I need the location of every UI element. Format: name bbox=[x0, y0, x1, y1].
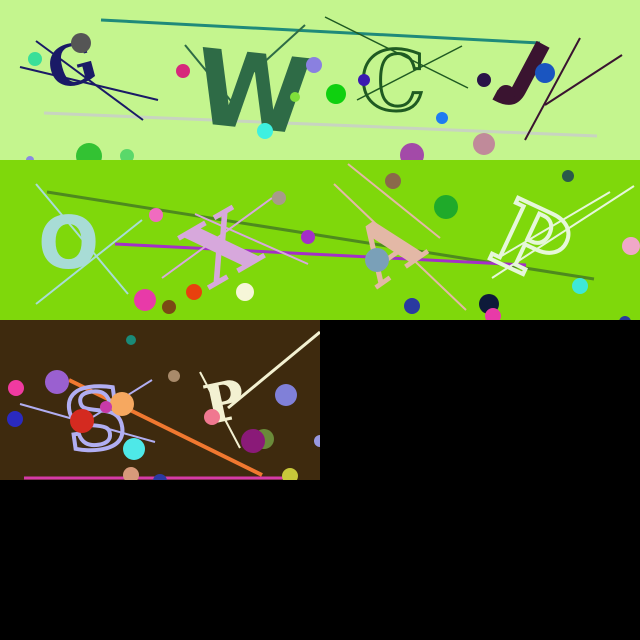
dot bbox=[162, 300, 176, 314]
dot bbox=[110, 392, 134, 416]
peach-line-a bbox=[333, 183, 467, 311]
dot bbox=[153, 474, 167, 480]
darkgreen-line-a bbox=[184, 44, 241, 113]
panel-middle-art: O X A P bbox=[0, 160, 640, 320]
dot bbox=[314, 435, 320, 447]
dot bbox=[473, 133, 495, 155]
dot bbox=[70, 409, 94, 433]
dot bbox=[241, 429, 265, 453]
dot bbox=[149, 208, 163, 222]
dot bbox=[236, 283, 254, 301]
aqua-line-a bbox=[35, 183, 129, 295]
panel-bottom: S P bbox=[0, 320, 320, 480]
dot bbox=[572, 278, 588, 294]
dot bbox=[306, 57, 322, 73]
aqua-line-b bbox=[35, 219, 143, 305]
dot bbox=[275, 384, 297, 406]
dot bbox=[562, 170, 574, 182]
dot bbox=[204, 409, 220, 425]
plum-line-b bbox=[544, 54, 623, 106]
dot bbox=[134, 289, 156, 311]
grey-line bbox=[43, 111, 598, 138]
dot bbox=[272, 191, 286, 205]
navy-line-b bbox=[35, 40, 144, 121]
dot bbox=[71, 33, 91, 53]
lilac-line-b bbox=[194, 213, 309, 265]
plum-line-a bbox=[524, 37, 581, 141]
dot bbox=[26, 156, 34, 160]
panel-top-art: G W C J bbox=[0, 0, 640, 160]
dot bbox=[385, 173, 401, 189]
cream-line-a bbox=[199, 371, 241, 449]
dot bbox=[404, 298, 420, 314]
dot bbox=[436, 112, 448, 124]
dot bbox=[123, 438, 145, 460]
letter-c: C bbox=[360, 34, 425, 130]
orange-line bbox=[68, 378, 263, 477]
panel-top: G W C J bbox=[0, 0, 640, 160]
panel-middle-background bbox=[0, 160, 640, 320]
dot bbox=[535, 63, 555, 83]
dot bbox=[176, 64, 190, 78]
lilac-line-a bbox=[161, 197, 273, 279]
cream-line-b bbox=[497, 191, 611, 259]
dot bbox=[622, 237, 640, 255]
dot bbox=[365, 248, 389, 272]
cream-line-a bbox=[491, 185, 635, 279]
dot bbox=[477, 73, 491, 87]
cream-line-b bbox=[227, 330, 320, 410]
dot bbox=[485, 308, 501, 320]
dot bbox=[290, 92, 300, 102]
panel-bottom-art: S P bbox=[0, 320, 320, 480]
dot bbox=[497, 85, 515, 103]
dot bbox=[619, 316, 631, 320]
dot bbox=[8, 380, 24, 396]
letter-o: O bbox=[38, 201, 99, 285]
dot bbox=[434, 195, 458, 219]
dot bbox=[100, 401, 112, 413]
dot bbox=[301, 230, 315, 244]
peach-line-b bbox=[347, 163, 441, 239]
dot bbox=[123, 467, 139, 480]
letter-w: W bbox=[189, 26, 316, 159]
dot bbox=[326, 84, 346, 104]
darkgreen-line-b bbox=[249, 24, 306, 76]
dot bbox=[76, 143, 102, 160]
dot bbox=[120, 149, 134, 160]
green-line-b bbox=[356, 45, 463, 101]
panel-bottom-background bbox=[0, 320, 320, 480]
dot bbox=[45, 370, 69, 394]
panel-middle: O X A P bbox=[0, 160, 640, 320]
navy-line-a bbox=[19, 66, 159, 101]
dot bbox=[186, 284, 202, 300]
dot bbox=[282, 468, 298, 480]
magenta-line bbox=[114, 242, 527, 267]
dot bbox=[168, 370, 180, 382]
green-line-a bbox=[324, 16, 469, 89]
teal-line bbox=[100, 18, 541, 45]
dot bbox=[28, 52, 42, 66]
dot bbox=[257, 123, 273, 139]
dot bbox=[7, 411, 23, 427]
dot bbox=[126, 335, 136, 345]
dot bbox=[358, 74, 370, 86]
dot bbox=[400, 143, 424, 160]
